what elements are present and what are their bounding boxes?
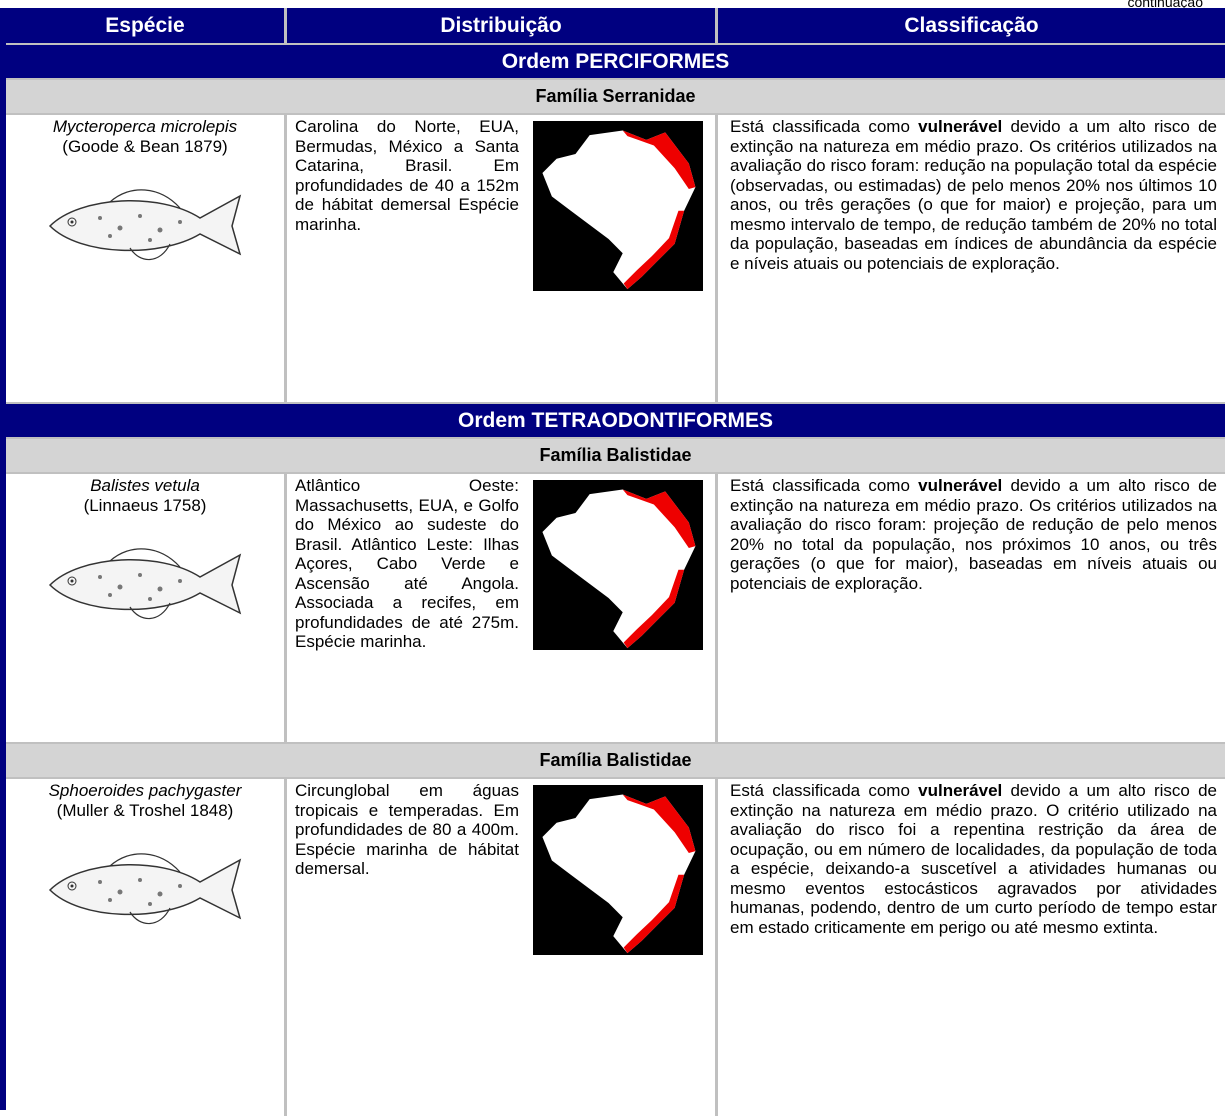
family-row: Família Serranidae [6, 78, 1225, 113]
species-row: Mycteroperca microlepis (Goode & Bean 187… [6, 113, 1225, 402]
distribution-text: Atlântico Oeste: Massachusetts, EUA, e G… [295, 476, 519, 651]
column-header: Distribuição [287, 8, 718, 43]
distribution-map [533, 480, 703, 650]
distribution-cell: Carolina do Norte, EUA, Bermudas, México… [287, 115, 718, 402]
classification-cell: Está classificada como vulnerável devido… [718, 474, 1225, 742]
family-row: Família Balistidae [6, 437, 1225, 472]
classification-status: vulnerável [918, 781, 1003, 800]
species-name: Mycteroperca microlepis [52, 117, 238, 136]
species-name: Balistes vetula [90, 476, 200, 495]
distribution-map [533, 121, 703, 291]
column-header: Espécie [6, 8, 287, 43]
distribution-text: Circunglobal em águas tropicais e temper… [295, 781, 519, 878]
fish-illustration [48, 189, 242, 261]
classification-cell: Está classificada como vulnerável devido… [718, 115, 1225, 402]
fish-illustration [48, 853, 242, 925]
column-header: Classificação [904, 13, 1039, 37]
species-row: Sphoeroides pachygaster (Muller & Troshel… [6, 777, 1225, 1116]
distribution-cell: Circunglobal em águas tropicais e temper… [287, 779, 718, 1116]
species-cell: Sphoeroides pachygaster (Muller & Troshel… [6, 779, 287, 1116]
order-row: Ordem PERCIFORMES [6, 43, 1225, 78]
species-row: Balistes vetula (Linnaeus 1758) Atlântico… [6, 472, 1225, 742]
family-row: Família Balistidae [6, 742, 1225, 777]
species-cell: Balistes vetula (Linnaeus 1758) [6, 474, 287, 742]
distribution-map [533, 785, 703, 955]
classification-text: devido a um alto risco de extinção na na… [730, 781, 1217, 937]
classification-text: Está classificada como [730, 476, 919, 495]
species-author: (Goode & Bean 1879) [62, 136, 228, 156]
species-cell: Mycteroperca microlepis (Goode & Bean 187… [6, 115, 287, 402]
classification-text: devido a um alto risco de extinção na na… [730, 117, 1217, 273]
distribution-cell: Atlântico Oeste: Massachusetts, EUA, e G… [287, 474, 718, 742]
header-row: Espécie Distribuição Classificação [6, 8, 1225, 43]
species-author: (Muller & Troshel 1848) [56, 800, 234, 820]
continuation-note: continuação [1127, 0, 1203, 10]
fish-illustration [48, 548, 242, 620]
classification-text: Está classificada como [730, 117, 919, 136]
species-table: Espécie Distribuição Classificação Ordem… [0, 8, 1225, 1116]
classification-text: Está classificada como [730, 781, 919, 800]
classification-status: vulnerável [918, 117, 1003, 136]
distribution-text: Carolina do Norte, EUA, Bermudas, México… [295, 117, 519, 234]
classification-text: devido a um alto risco de extinção na na… [730, 476, 1217, 593]
order-row: Ordem TETRAODONTIFORMES [6, 402, 1225, 437]
classification-status: vulnerável [918, 476, 1003, 495]
species-author: (Linnaeus 1758) [83, 495, 207, 515]
species-name: Sphoeroides pachygaster [48, 781, 242, 800]
classification-cell: Está classificada como vulnerável devido… [718, 779, 1225, 1116]
